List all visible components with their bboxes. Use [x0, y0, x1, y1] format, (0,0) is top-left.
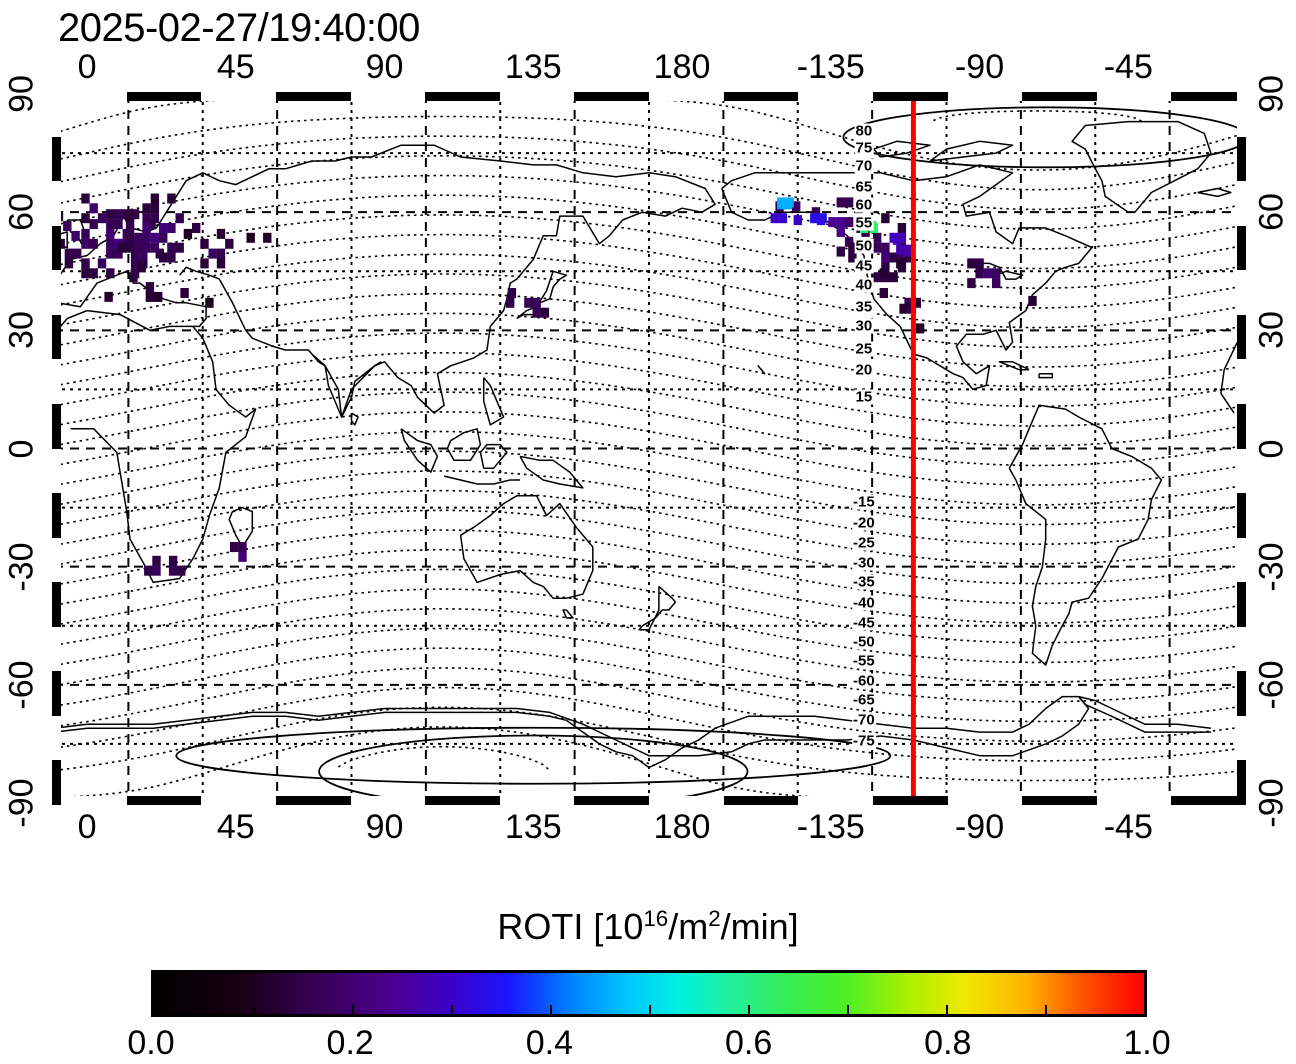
colorbar-tick-label: 0.4	[525, 1024, 574, 1062]
magnetic-latitude-label: 65	[854, 178, 874, 196]
x-axis-tick-top: -45	[1103, 48, 1153, 86]
y-axis-tick-left: -30	[2, 542, 41, 592]
x-axis-tick-bottom: -90	[954, 808, 1005, 846]
magnetic-latitude-label: 50	[854, 237, 874, 255]
y-axis-tick-right: -30	[1252, 542, 1291, 592]
magnetic-latitude-label: -60	[852, 672, 876, 690]
magnetic-latitude-label: -40	[852, 594, 876, 612]
magnetic-latitude-label: 55	[854, 214, 874, 232]
y-axis-tick-left: -60	[2, 660, 41, 710]
magnetic-latitude-label: -45	[852, 614, 876, 632]
colorbar-title-part: /min]	[720, 906, 799, 947]
page-title: 2025-02-27/19:40:00	[58, 6, 420, 50]
colorbar-minor-tick	[1045, 1005, 1047, 1014]
x-axis-tick-bottom: -135	[796, 808, 865, 846]
y-axis-tick-left: 90	[2, 75, 41, 113]
y-axis-tick-left: -90	[2, 778, 41, 828]
magnetic-latitude-label: -20	[852, 514, 876, 532]
magnetic-latitude-label: 70	[854, 157, 874, 175]
colorbar-minor-tick	[550, 1005, 552, 1014]
magnetic-latitude-label: -30	[852, 554, 876, 572]
magnetic-latitude-label: -50	[852, 633, 876, 651]
colorbar-title-part: /m	[668, 906, 709, 947]
y-axis-tick-left: 30	[2, 311, 41, 350]
y-axis-tick-right: -90	[1252, 778, 1291, 828]
y-axis-tick-right: -60	[1252, 660, 1291, 710]
magnetic-latitude-label: 40	[854, 276, 874, 294]
colorbar-tick-label: 0.2	[326, 1024, 374, 1062]
y-axis-tick-left: 60	[2, 193, 41, 232]
colorbar-minor-tick	[451, 1005, 453, 1014]
magnetic-latitude-label: -35	[852, 573, 876, 591]
magnetic-latitude-label: -15	[852, 493, 876, 511]
colorbar-tick-label: 0.8	[924, 1024, 972, 1062]
axis-tickband-left	[52, 92, 61, 805]
magnetic-latitude-label: -25	[852, 534, 876, 552]
x-axis-tick-top: 180	[653, 48, 711, 86]
colorbar-tick-label: 1.0	[1123, 1024, 1171, 1062]
magnetic-latitude-label: -55	[852, 652, 876, 670]
y-axis-tick-right: 0	[1252, 439, 1291, 458]
x-axis-tick-top: 90	[365, 48, 404, 86]
colorbar-minor-tick	[352, 1005, 354, 1014]
magnetic-latitude-label: 15	[854, 388, 874, 406]
x-axis-tick-bottom: 90	[365, 808, 404, 846]
x-axis-tick-top: -135	[796, 48, 865, 86]
colorbar-tick-label: 0.6	[724, 1024, 773, 1062]
axis-tickband-bottom	[52, 796, 1246, 805]
x-axis-tick-bottom: -45	[1103, 808, 1153, 846]
magnetic-latitude-label: -75	[852, 732, 876, 750]
x-axis-tick-top: 45	[216, 48, 255, 86]
colorbar-minor-tick	[847, 1005, 849, 1014]
magnetic-latitude-label: -65	[852, 691, 876, 709]
y-axis-tick-right: 30	[1252, 311, 1291, 350]
map-clip	[54, 94, 1244, 803]
colorbar-minor-tick	[946, 1005, 948, 1014]
colorbar[interactable]	[151, 970, 1147, 1017]
colorbar-title: ROTI [1016/m2/min]	[497, 906, 798, 948]
magnetic-latitude-label: 75	[854, 139, 874, 157]
y-axis-tick-right: 60	[1252, 193, 1291, 232]
magnetic-latitude-label: 25	[854, 340, 874, 358]
x-axis-tick-top: 135	[504, 48, 562, 86]
colorbar-minor-tick	[253, 1005, 255, 1014]
x-axis-tick-bottom: 45	[216, 808, 255, 846]
x-axis-tick-top: -90	[954, 48, 1005, 86]
map-plot-area[interactable]	[52, 92, 1246, 805]
y-axis-tick-left: 0	[2, 439, 41, 458]
magnetic-latitude-label: 80	[854, 122, 874, 140]
x-axis-tick-bottom: 180	[653, 808, 711, 846]
colorbar-minor-tick	[748, 1005, 750, 1014]
magnetic-latitude-label: 35	[854, 298, 874, 316]
y-axis-tick-right: 90	[1252, 75, 1291, 113]
meridian-marker-line	[910, 94, 916, 803]
x-axis-tick-bottom: 0	[77, 808, 97, 846]
axis-tickband-right	[1237, 92, 1246, 805]
roti-data-cells	[54, 94, 1037, 803]
colorbar-title-part: ROTI [10	[497, 906, 644, 947]
colorbar-minor-tick	[649, 1005, 651, 1014]
axis-tickband-top	[52, 92, 1246, 101]
x-axis-tick-bottom: 135	[504, 808, 562, 846]
colorbar-exponent: 16	[643, 906, 669, 931]
colorbar-tick-label: 0.0	[127, 1024, 175, 1062]
magnetic-latitude-label: 60	[854, 196, 874, 214]
magnetic-latitude-label: 20	[854, 361, 874, 379]
magnetic-latitude-label: 30	[854, 317, 874, 335]
magnetic-latitude-label: -70	[852, 711, 876, 729]
x-axis-tick-top: 0	[77, 48, 97, 86]
magnetic-latitude-label: 45	[854, 257, 874, 275]
colorbar-exponent: 2	[708, 906, 721, 931]
